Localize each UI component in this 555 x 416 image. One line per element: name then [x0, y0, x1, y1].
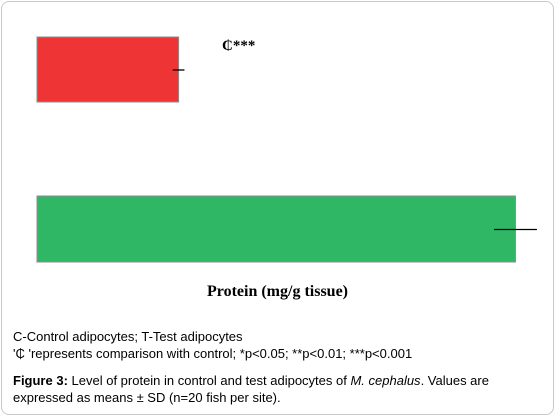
bar-T — [36, 36, 180, 103]
caption-species: M. cephalus — [350, 373, 421, 388]
significance-label: ₵*** — [222, 38, 256, 54]
x-axis-title: Protein (mg/g tissue) — [206, 283, 348, 300]
bar-chart — [36, 36, 537, 263]
figure-notes: C-Control adipocytes; T-Test adipocytes … — [13, 328, 412, 362]
bar-C — [36, 195, 516, 263]
figure-caption: Figure 3: Level of protein in control an… — [13, 372, 548, 406]
notes-line-2: '₵ 'represents comparison with control; … — [13, 346, 413, 361]
caption-text-1: Level of protein in control and test adi… — [67, 373, 351, 388]
notes-line-1: C-Control adipocytes; T-Test adipocytes — [13, 329, 243, 344]
caption-label: Figure 3: — [13, 373, 68, 388]
caption-text-2: . Values are expressed as means ± SD (n=… — [13, 373, 489, 405]
